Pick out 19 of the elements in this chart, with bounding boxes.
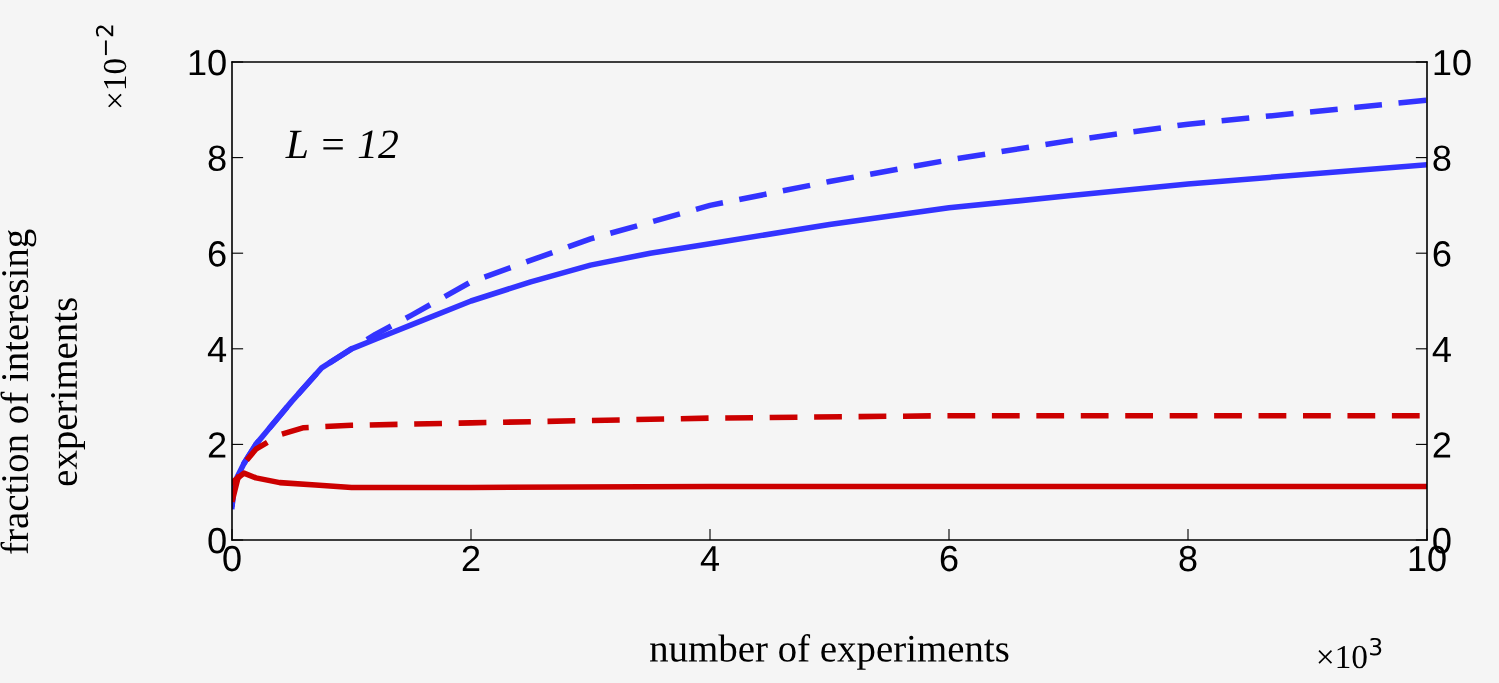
text: ×10$^{3}$ [1318, 637, 1382, 669]
x-tick-label: 6 [940, 545, 958, 572]
y-tick-label: 10 [189, 49, 226, 76]
y-tick-label: 8 [208, 145, 226, 172]
y-tick-label: 4 [207, 337, 227, 362]
y2-tick-label: 2 [1433, 432, 1451, 458]
x-tick-label: 4 [700, 546, 719, 572]
y2-tick-label: 8 [1433, 145, 1451, 172]
text: ×10$^{−2}$ [95, 25, 127, 108]
y-tick-label: 2 [208, 432, 226, 458]
x-tick-label: 2 [462, 545, 480, 572]
annotation: L = 12 [285, 130, 398, 159]
y2-tick-label: 6 [1433, 241, 1451, 267]
x-tick-label: 8 [1179, 545, 1197, 572]
y2-tick-label: 4 [1432, 337, 1451, 362]
y2-tick-label: 10 [1434, 49, 1471, 76]
y-axis-title: fraction of interesing experiments [0, 229, 86, 554]
x-axis-title: number of experiments [650, 634, 1009, 670]
y-tick-label: 6 [208, 241, 226, 267]
